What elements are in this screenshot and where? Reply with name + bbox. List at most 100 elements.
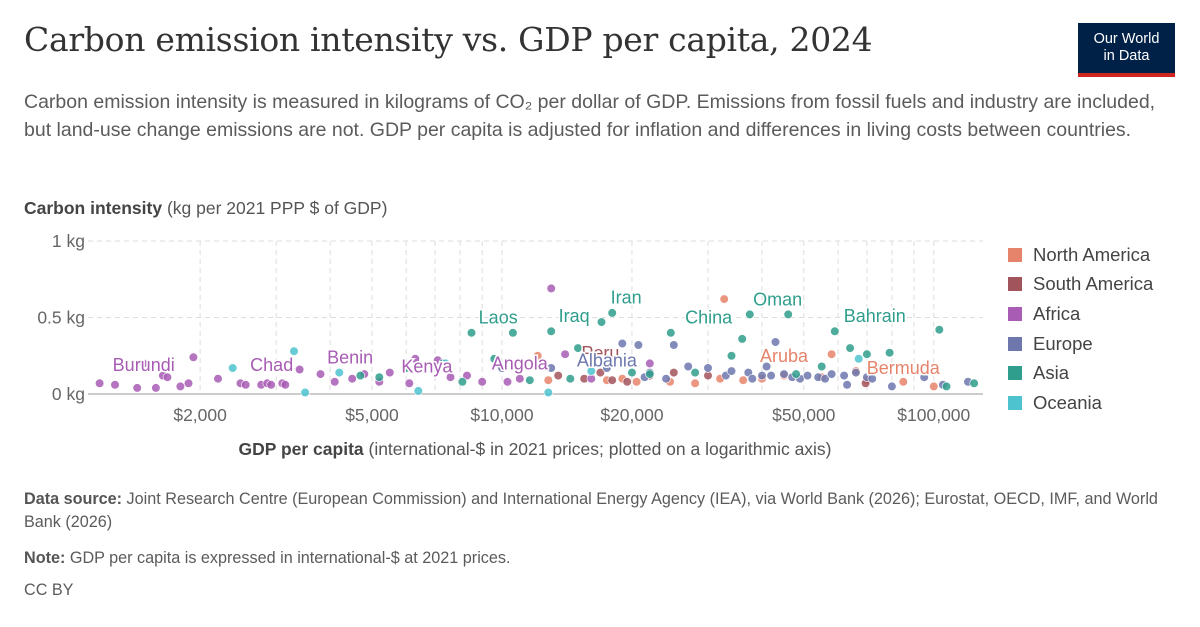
data-point <box>745 309 755 320</box>
data-point <box>334 368 344 378</box>
data-point <box>919 372 929 382</box>
data-point <box>770 337 781 347</box>
point-label: Oman <box>753 289 802 309</box>
data-point <box>719 294 729 304</box>
data-point <box>289 346 299 356</box>
data-point <box>690 378 700 388</box>
legend-label: Africa <box>1033 302 1081 324</box>
data-point <box>862 349 872 359</box>
data-point <box>683 361 693 372</box>
data-point <box>747 374 757 384</box>
data-point <box>502 377 513 387</box>
x-axis-title-bold: GDP per capita <box>238 439 364 459</box>
data-point <box>830 326 840 336</box>
point-label: Chad <box>250 355 293 375</box>
legend-item[interactable]: North America <box>1008 240 1153 270</box>
data-point <box>445 372 456 382</box>
data-point <box>477 377 487 387</box>
data-point <box>355 371 366 381</box>
point-label: Laos <box>479 308 518 328</box>
legend-item[interactable]: South America <box>1008 270 1153 300</box>
point-label: Iraq <box>559 306 590 326</box>
data-point <box>666 328 676 338</box>
legend-item[interactable]: Africa <box>1008 299 1153 329</box>
data-point <box>969 378 979 388</box>
data-source: Data source: Joint Research Centre (Euro… <box>24 488 1174 534</box>
note-text: GDP per capita is expressed in internati… <box>65 549 511 567</box>
legend-item[interactable]: Asia <box>1008 358 1153 388</box>
data-point <box>525 375 535 385</box>
point-label: Peru <box>581 343 619 363</box>
data-point <box>183 378 194 388</box>
data-point <box>515 374 525 384</box>
x-axis-title-rest: (international-$ in 2021 prices; plotted… <box>363 439 832 459</box>
x-tick-label: $5,000 <box>345 405 399 425</box>
data-point <box>820 374 830 384</box>
data-point <box>766 371 776 381</box>
legend-label: Europe <box>1033 332 1093 354</box>
data-point <box>669 368 679 378</box>
data-point <box>839 371 849 381</box>
data-point <box>188 352 198 362</box>
data-point <box>633 340 644 350</box>
data-point <box>315 369 326 379</box>
data-source-text: Joint Research Centre (European Commissi… <box>24 490 1158 531</box>
data-point <box>497 363 507 373</box>
data-point <box>374 372 384 382</box>
legend-item[interactable]: Oceania <box>1008 388 1153 418</box>
data-point <box>817 361 827 372</box>
y-axis-title-bold: Carbon intensity <box>24 198 163 218</box>
data-point <box>404 378 414 388</box>
x-tick-label: $2,000 <box>173 405 227 425</box>
data-point <box>213 374 223 384</box>
chart-note: Note: GDP per capita is expressed in int… <box>24 547 510 570</box>
data-point <box>300 387 310 398</box>
data-point <box>508 328 518 338</box>
data-point <box>266 380 276 390</box>
point-label: Albania <box>577 351 638 371</box>
license[interactable]: CC BY <box>24 581 74 599</box>
data-point <box>94 378 105 388</box>
point-label: Benin <box>327 347 373 367</box>
legend-swatch <box>1008 306 1022 321</box>
data-point <box>941 381 952 392</box>
data-point <box>543 387 553 398</box>
data-point <box>595 368 606 378</box>
legend-swatch <box>1008 336 1022 351</box>
logo-line-1: Our World <box>1093 31 1160 47</box>
data-point <box>543 375 553 385</box>
point-label: Burundi <box>113 355 175 375</box>
logo-line-2: in Data <box>1103 48 1150 64</box>
data-point <box>602 363 612 373</box>
data-point <box>645 369 655 379</box>
data-point <box>898 377 908 387</box>
data-point <box>842 380 852 390</box>
legend-item[interactable]: Europe <box>1008 329 1153 359</box>
y-axis-title: Carbon intensity (kg per 2021 PPP $ of G… <box>24 198 387 219</box>
data-point <box>929 381 939 392</box>
data-point <box>385 368 395 378</box>
data-point <box>565 374 575 384</box>
data-point <box>761 361 772 372</box>
data-point <box>703 363 713 373</box>
data-point <box>586 366 596 376</box>
x-tick-label: $50,000 <box>772 405 836 425</box>
legend: North America South America Africa Europe As… <box>1008 240 1153 418</box>
data-point <box>110 380 120 390</box>
legend-label: North America <box>1033 243 1151 265</box>
legend-swatch <box>1008 277 1022 292</box>
data-point <box>690 368 700 378</box>
x-tick-label: $100,000 <box>897 405 970 425</box>
point-label: China <box>685 308 733 328</box>
owid-logo[interactable]: Our World in Data <box>1078 23 1175 77</box>
data-point <box>401 363 411 373</box>
data-point <box>546 363 556 373</box>
y-axis-title-rest: (kg per 2021 PPP $ of GDP) <box>162 198 388 218</box>
point-label: Angola <box>492 354 549 374</box>
legend-label: Asia <box>1033 362 1069 384</box>
data-point <box>533 351 543 361</box>
data-point <box>631 377 642 387</box>
data-point <box>867 374 877 384</box>
data-point <box>872 363 882 373</box>
data-point <box>617 338 627 349</box>
